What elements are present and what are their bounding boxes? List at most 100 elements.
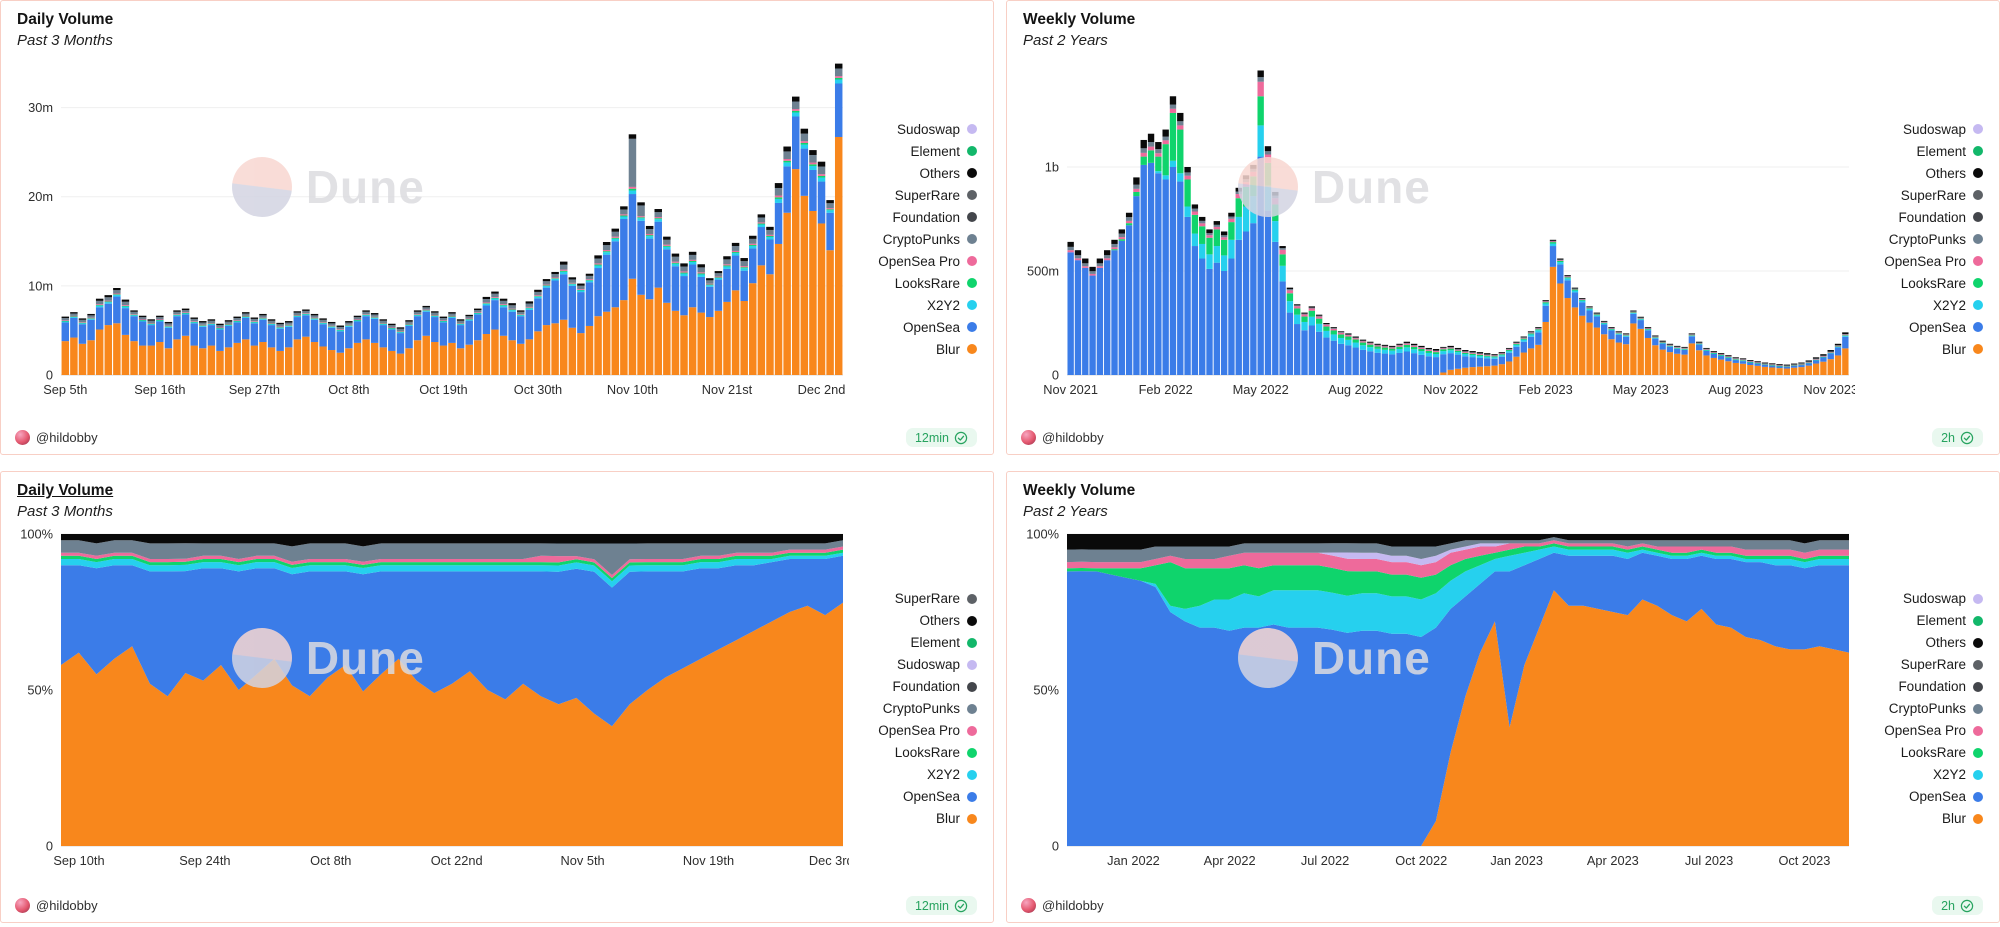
svg-text:Apr 2022: Apr 2022 bbox=[1204, 853, 1256, 868]
legend-item-cryptopunks[interactable]: CryptoPunks bbox=[1889, 701, 1983, 716]
legend-item-looksrare[interactable]: LooksRare bbox=[895, 745, 977, 760]
svg-text:Nov 2022: Nov 2022 bbox=[1423, 382, 1478, 397]
legend-item-sudoswap[interactable]: Sudoswap bbox=[1903, 122, 1983, 137]
legend-item-element[interactable]: Element bbox=[1916, 613, 1983, 628]
legend-label: Element bbox=[910, 143, 960, 159]
legend-item-opensea-pro[interactable]: OpenSea Pro bbox=[1884, 723, 1983, 738]
legend-item-cryptopunks[interactable]: CryptoPunks bbox=[1889, 232, 1983, 247]
legend-item-sudoswap[interactable]: Sudoswap bbox=[1903, 591, 1983, 606]
legend: Sudoswap Element Others SuperRare Foundation… bbox=[849, 53, 979, 425]
legend-color-dot bbox=[967, 234, 977, 244]
legend-item-opensea-pro[interactable]: OpenSea Pro bbox=[878, 723, 977, 738]
legend-item-cryptopunks[interactable]: CryptoPunks bbox=[883, 232, 977, 247]
refresh-badge[interactable]: 2h bbox=[1932, 896, 1983, 915]
legend-item-element[interactable]: Element bbox=[1916, 144, 1983, 159]
chart-canvas-weekly-share-area[interactable]: 0 50% 100% Jan 2022 Apr 2022 Jul 2022 Oct 2022… bbox=[1021, 524, 1855, 872]
svg-text:Dec 2nd: Dec 2nd bbox=[798, 382, 846, 397]
legend-item-opensea-pro[interactable]: OpenSea Pro bbox=[878, 254, 977, 269]
legend-item-opensea[interactable]: OpenSea bbox=[903, 789, 977, 804]
legend-color-dot bbox=[967, 659, 977, 670]
legend-item-cryptopunks[interactable]: CryptoPunks bbox=[883, 701, 977, 716]
legend-label: OpenSea Pro bbox=[1884, 723, 1966, 738]
chart-canvas-daily-bars[interactable]: 0 10m 20m 30m Sep 5th Sep 16th Sep 27th Oct 8th… bbox=[15, 53, 849, 401]
legend-item-x2y2[interactable]: X2Y2 bbox=[927, 767, 977, 782]
legend-label: OpenSea bbox=[902, 319, 960, 335]
legend-item-opensea-pro[interactable]: OpenSea Pro bbox=[1884, 254, 1983, 269]
legend-label: Element bbox=[1916, 143, 1966, 159]
legend-item-sudoswap[interactable]: Sudoswap bbox=[897, 122, 977, 137]
legend-item-foundation[interactable]: Foundation bbox=[892, 210, 977, 225]
legend-color-dot bbox=[1973, 322, 1983, 332]
legend-item-others[interactable]: Others bbox=[1925, 635, 1983, 650]
legend-item-foundation[interactable]: Foundation bbox=[1898, 679, 1983, 694]
legend-item-opensea[interactable]: OpenSea bbox=[1909, 789, 1983, 804]
legend-color-dot bbox=[967, 791, 977, 802]
legend-color-dot bbox=[967, 615, 977, 626]
author-link[interactable]: @hildobby bbox=[15, 430, 98, 445]
legend-item-looksrare[interactable]: LooksRare bbox=[1901, 745, 1983, 760]
chart-title[interactable]: Weekly Volume bbox=[1023, 11, 1136, 28]
legend-item-blur[interactable]: Blur bbox=[1942, 342, 1983, 357]
panel-weekly-volume-bars: Weekly Volume Past 2 Years 0 500m 1b Nov 20… bbox=[1006, 0, 2000, 455]
legend-label: CryptoPunks bbox=[882, 701, 960, 716]
legend-label: Foundation bbox=[892, 679, 960, 694]
verified-check-icon bbox=[954, 899, 968, 912]
legend-item-others[interactable]: Others bbox=[919, 613, 977, 628]
legend-item-x2y2[interactable]: X2Y2 bbox=[1933, 298, 1983, 313]
legend-item-x2y2[interactable]: X2Y2 bbox=[1933, 767, 1983, 782]
legend-item-blur[interactable]: Blur bbox=[936, 811, 977, 826]
legend-item-foundation[interactable]: Foundation bbox=[892, 679, 977, 694]
legend-label: Element bbox=[1916, 613, 1966, 628]
author-link[interactable]: @hildobby bbox=[1021, 430, 1104, 445]
legend-item-looksrare[interactable]: LooksRare bbox=[895, 276, 977, 291]
legend-item-superrare[interactable]: SuperRare bbox=[895, 591, 977, 606]
svg-text:Sep 10th: Sep 10th bbox=[53, 853, 104, 868]
legend-label: Sudoswap bbox=[896, 121, 960, 137]
refresh-badge[interactable]: 2h bbox=[1932, 428, 1983, 447]
svg-text:0: 0 bbox=[46, 368, 53, 383]
legend-item-others[interactable]: Others bbox=[919, 166, 977, 181]
refresh-badge[interactable]: 12min bbox=[905, 428, 977, 447]
author-handle: @hildobby bbox=[1042, 430, 1104, 445]
legend-item-blur[interactable]: Blur bbox=[1942, 811, 1983, 826]
legend-item-looksrare[interactable]: LooksRare bbox=[1901, 276, 1983, 291]
refresh-time: 12min bbox=[914, 898, 949, 913]
legend-item-x2y2[interactable]: X2Y2 bbox=[927, 298, 977, 313]
chart-canvas-daily-share-area[interactable]: 0 50% 100% Sep 10th Sep 24th Oct 8th Oct 22nd N… bbox=[15, 524, 849, 872]
author-link[interactable]: @hildobby bbox=[15, 898, 98, 913]
svg-text:May 2023: May 2023 bbox=[1613, 382, 1669, 397]
legend-item-others[interactable]: Others bbox=[1925, 166, 1983, 181]
legend: Sudoswap Element Others SuperRare Foundation… bbox=[1855, 53, 1985, 425]
legend-label: Foundation bbox=[1898, 679, 1966, 694]
refresh-badge[interactable]: 12min bbox=[905, 896, 977, 915]
panel-footer: @hildobby 12min bbox=[15, 425, 979, 450]
chart-title[interactable]: Weekly Volume bbox=[1023, 482, 1136, 499]
svg-text:0: 0 bbox=[46, 839, 53, 854]
svg-text:30m: 30m bbox=[28, 100, 53, 115]
panel-footer: @hildobby 2h bbox=[1021, 425, 1985, 450]
legend-label: OpenSea Pro bbox=[878, 253, 960, 269]
legend-item-element[interactable]: Element bbox=[910, 144, 977, 159]
legend-color-dot bbox=[967, 747, 977, 758]
legend-item-superrare[interactable]: SuperRare bbox=[1901, 188, 1983, 203]
author-avatar bbox=[1021, 898, 1036, 913]
legend-item-element[interactable]: Element bbox=[910, 635, 977, 650]
legend-item-foundation[interactable]: Foundation bbox=[1898, 210, 1983, 225]
legend-label: Others bbox=[1925, 165, 1966, 181]
legend-item-sudoswap[interactable]: Sudoswap bbox=[897, 657, 977, 672]
author-handle: @hildobby bbox=[36, 898, 98, 913]
legend-item-opensea[interactable]: OpenSea bbox=[903, 320, 977, 335]
author-link[interactable]: @hildobby bbox=[1021, 898, 1104, 913]
chart-title[interactable]: Daily Volume bbox=[17, 482, 114, 499]
legend-item-blur[interactable]: Blur bbox=[936, 342, 977, 357]
svg-text:Nov 19th: Nov 19th bbox=[683, 853, 734, 868]
verified-check-icon bbox=[1960, 899, 1974, 912]
legend-color-dot bbox=[967, 703, 977, 714]
chart-canvas-weekly-bars[interactable]: 0 500m 1b Nov 2021 Feb 2022 May 2022 Aug 2022 N… bbox=[1021, 53, 1855, 401]
legend-item-superrare[interactable]: SuperRare bbox=[1901, 657, 1983, 672]
legend-color-dot bbox=[1973, 769, 1983, 780]
legend-label: SuperRare bbox=[1900, 657, 1966, 672]
chart-title[interactable]: Daily Volume bbox=[17, 11, 114, 28]
legend-item-superrare[interactable]: SuperRare bbox=[895, 188, 977, 203]
legend-item-opensea[interactable]: OpenSea bbox=[1909, 320, 1983, 335]
